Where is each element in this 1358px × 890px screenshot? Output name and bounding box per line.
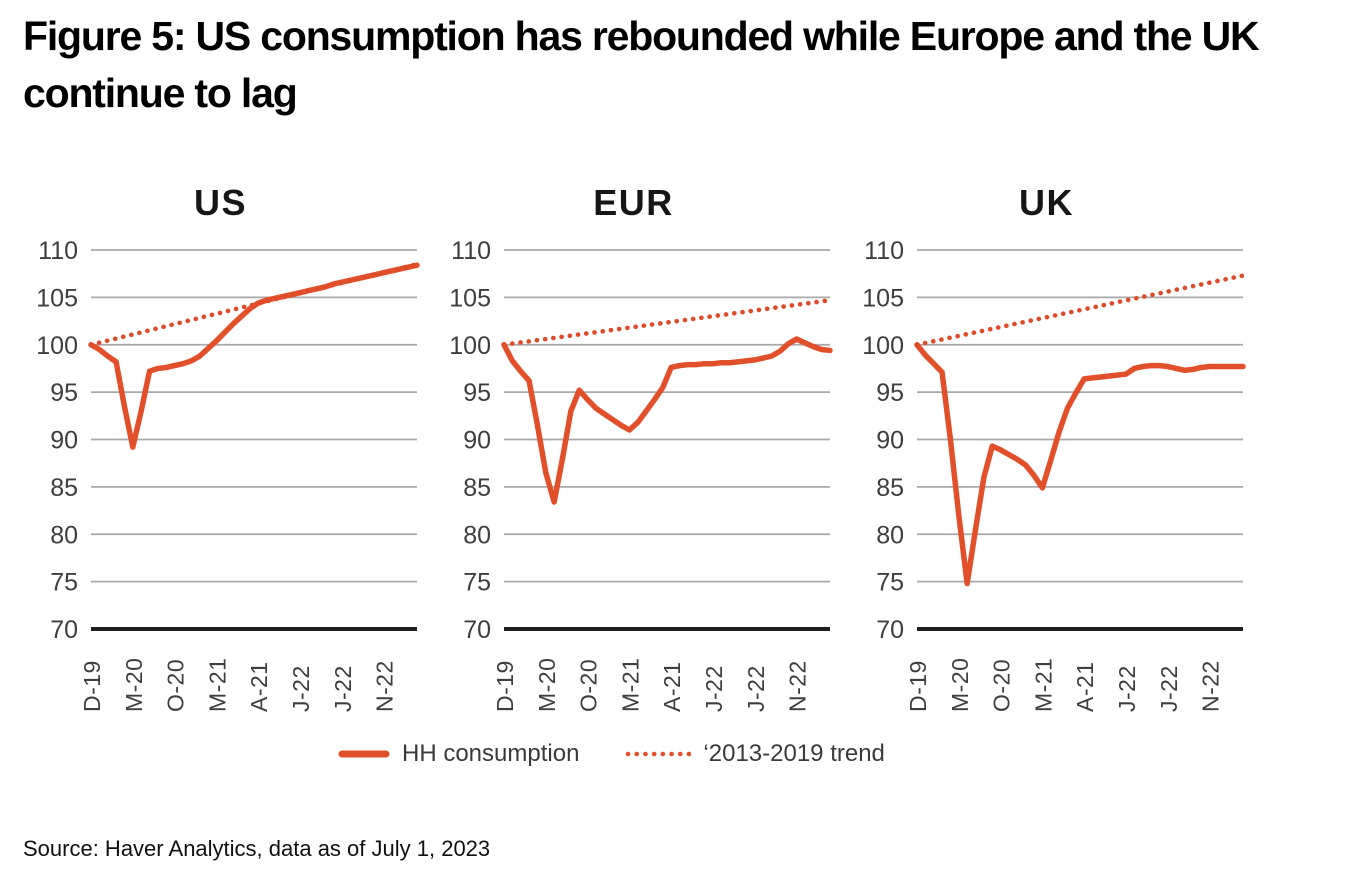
chart-title-us: US bbox=[193, 182, 247, 223]
legend-item-trend: ‘2013-2019 trend bbox=[625, 740, 885, 768]
chart-panel-eur: EUR 70 75 80 85 90 95 100 105 110 D-19 M-20 O-20 M-2… bbox=[427, 176, 840, 738]
y-tick-label: 105 bbox=[862, 284, 904, 312]
y-tick-label: 75 bbox=[50, 569, 78, 597]
legend-label-trend: ‘2013-2019 trend bbox=[703, 740, 885, 767]
hh-consumption-line bbox=[914, 342, 1246, 587]
y-tick-label: 85 bbox=[876, 474, 904, 502]
chart-panel-uk: UK 70 75 80 85 90 95 100 105 110 D-19 M-20 O-20 M-21… bbox=[840, 176, 1253, 738]
figure-title: Figure 5: US consumption has rebounded w… bbox=[23, 8, 1260, 122]
x-tick-label: J-22 bbox=[288, 665, 314, 712]
y-tick-label: 80 bbox=[876, 521, 904, 549]
x-tick-label: J-22 bbox=[330, 665, 356, 712]
chart-us: 70 75 80 85 90 95 100 105 110 D-19 M-20 O-20 M-21 A-2… bbox=[36, 237, 420, 712]
x-tick-label: J-22 bbox=[701, 665, 727, 712]
chart-panel-us: US 70 75 80 85 90 95 100 105 110 D-19 M-20 O-20 M-21… bbox=[14, 176, 427, 738]
x-tick-label: O-20 bbox=[989, 659, 1015, 712]
solid-line-swatch-icon bbox=[338, 750, 390, 758]
trend-line bbox=[88, 261, 420, 348]
y-tick-label: 75 bbox=[876, 569, 904, 597]
x-tick-label: D-19 bbox=[905, 660, 931, 712]
x-tick-label: M-20 bbox=[534, 658, 560, 712]
figure-title-line2: continue to lag bbox=[23, 70, 298, 116]
y-tick-label: 110 bbox=[38, 237, 78, 265]
y-tick-label: 105 bbox=[449, 284, 491, 312]
x-tick-label: A-21 bbox=[246, 661, 272, 712]
x-tick-label: N-22 bbox=[785, 660, 811, 712]
x-tick-label: M-21 bbox=[204, 658, 230, 712]
legend-label-hh-consumption: HH consumption bbox=[402, 740, 580, 767]
hh-consumption-line bbox=[88, 262, 420, 450]
charts-row: US 70 75 80 85 90 95 100 105 110 D-19 M-20 O-20 M-21… bbox=[14, 176, 1253, 738]
y-tick-label: 105 bbox=[36, 284, 78, 312]
trend-line bbox=[914, 273, 1246, 348]
x-tick-label: A-21 bbox=[659, 661, 685, 712]
chart-eur: 70 75 80 85 90 95 100 105 110 D-19 M-20 O-20 M-21 A-2… bbox=[449, 237, 833, 712]
y-tick-label: 95 bbox=[463, 379, 491, 407]
y-tick-label: 100 bbox=[862, 332, 904, 360]
x-tick-label: J-22 bbox=[743, 665, 769, 712]
y-tick-label: 110 bbox=[864, 237, 904, 265]
x-tick-label: N-22 bbox=[1198, 660, 1224, 712]
x-tick-label: M-21 bbox=[1030, 658, 1056, 712]
y-tick-label: 90 bbox=[876, 427, 904, 455]
chart-title-uk: UK bbox=[1019, 182, 1074, 223]
y-tick-label: 75 bbox=[463, 569, 491, 597]
y-tick-label: 80 bbox=[463, 521, 491, 549]
y-tick-label: 95 bbox=[50, 379, 78, 407]
x-tick-label: O-20 bbox=[163, 659, 189, 712]
legend: HH consumption ‘2013-2019 trend bbox=[338, 740, 885, 768]
y-tick-label: 70 bbox=[463, 616, 491, 644]
y-tick-label: 100 bbox=[449, 332, 491, 360]
trend-line bbox=[501, 297, 833, 348]
hh-consumption-line bbox=[501, 336, 833, 505]
legend-item-hh-consumption: HH consumption bbox=[338, 740, 579, 768]
x-tick-label: M-20 bbox=[121, 658, 147, 712]
chart-title-eur: EUR bbox=[593, 182, 674, 223]
x-tick-label: J-22 bbox=[1156, 665, 1182, 712]
x-tick-label: M-20 bbox=[947, 658, 973, 712]
y-tick-label: 70 bbox=[50, 616, 78, 644]
source-note: Source: Haver Analytics, data as of July… bbox=[23, 836, 491, 861]
chart-uk: 70 75 80 85 90 95 100 105 110 D-19 M-20 O-20 M-21 A-2… bbox=[862, 237, 1246, 712]
y-tick-label: 85 bbox=[50, 474, 78, 502]
y-tick-label: 80 bbox=[50, 521, 78, 549]
y-tick-label: 95 bbox=[876, 379, 904, 407]
x-tick-label: A-21 bbox=[1072, 661, 1098, 712]
y-tick-label: 85 bbox=[463, 474, 491, 502]
dotted-line-swatch-icon bbox=[626, 751, 692, 757]
figure-title-line1: Figure 5: US consumption has rebounded w… bbox=[23, 13, 1260, 59]
x-tick-label: J-22 bbox=[1114, 665, 1140, 712]
y-tick-label: 90 bbox=[463, 427, 491, 455]
y-tick-label: 100 bbox=[36, 332, 78, 360]
x-tick-label: N-22 bbox=[372, 660, 398, 712]
y-tick-label: 110 bbox=[451, 237, 491, 265]
x-tick-label: M-21 bbox=[617, 658, 643, 712]
y-tick-label: 90 bbox=[50, 427, 78, 455]
y-tick-label: 70 bbox=[876, 616, 904, 644]
x-tick-label: D-19 bbox=[79, 660, 105, 712]
x-tick-label: O-20 bbox=[576, 659, 602, 712]
x-tick-label: D-19 bbox=[492, 660, 518, 712]
